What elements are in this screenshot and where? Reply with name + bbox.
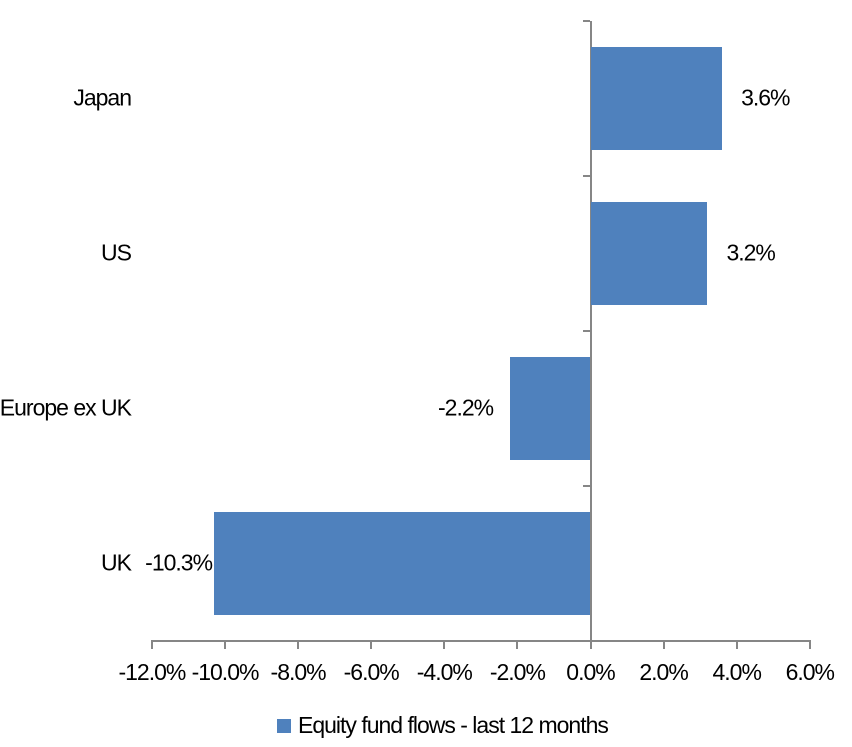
category-axis-tick — [582, 329, 590, 332]
legend-series-swatch-icon — [277, 718, 291, 733]
value-axis-tick-label: 2.0% — [639, 659, 688, 685]
category-axis-tick — [582, 484, 590, 487]
category-axis-line — [589, 20, 592, 649]
value-axis-tick — [150, 640, 153, 649]
category-axis-tick — [582, 19, 590, 22]
value-axis-tick-label: 4.0% — [712, 659, 761, 685]
value-axis-tick — [443, 640, 446, 649]
value-axis-tick-label: -10.0% — [191, 659, 260, 685]
value-axis-tick-label: 6.0% — [785, 659, 835, 685]
bar-value-label: 3.6% — [741, 84, 790, 111]
bar-japan — [590, 46, 723, 150]
category-label: Europe ex UK — [0, 394, 132, 421]
category-label: US — [101, 239, 132, 266]
bar-value-label: 3.2% — [726, 239, 775, 266]
value-axis-tick — [297, 640, 300, 649]
value-axis-tick-label: -6.0% — [343, 659, 400, 685]
legend: Equity fund flows - last 12 months — [277, 712, 609, 739]
category-label: Japan — [73, 84, 132, 111]
bar-europe-ex-uk — [510, 356, 591, 460]
value-axis-tick-label: -2.0% — [489, 659, 546, 685]
value-axis-tick-label: -8.0% — [270, 659, 327, 685]
value-axis-tick — [808, 640, 811, 649]
bar-value-label: -10.3% — [145, 549, 213, 576]
value-axis-line — [150, 640, 811, 642]
value-axis-tick — [662, 640, 665, 649]
value-axis-tick — [224, 640, 226, 649]
value-axis-tick — [370, 640, 373, 649]
category-label: UK — [101, 549, 132, 576]
category-axis-tick — [582, 174, 590, 177]
value-axis-tick — [735, 640, 738, 649]
value-axis-tick — [516, 640, 519, 649]
bar-value-label: -2.2% — [438, 394, 494, 421]
value-axis-tick — [589, 640, 592, 649]
bar-us — [590, 201, 708, 305]
value-axis-tick-label: 0.0% — [566, 659, 615, 685]
value-axis-tick-label: -12.0% — [118, 659, 186, 685]
legend-label: Equity fund flows - last 12 months — [298, 712, 609, 738]
bar-uk — [214, 511, 591, 615]
value-axis-tick-label: -4.0% — [416, 659, 473, 685]
